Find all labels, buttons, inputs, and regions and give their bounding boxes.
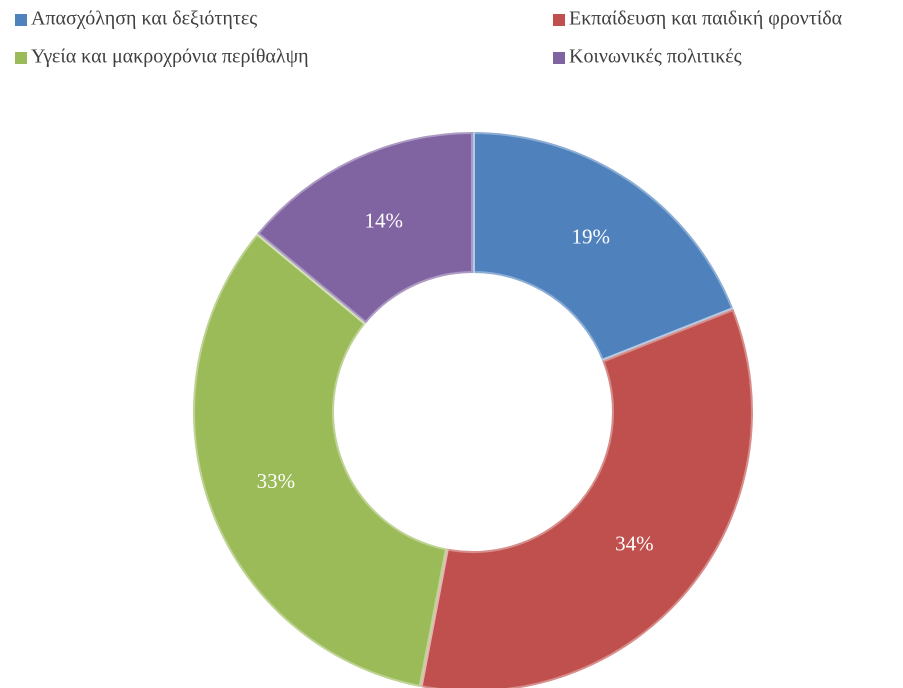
donut-segment [191, 230, 450, 688]
data-label: 14% [365, 208, 404, 232]
legend-swatch [15, 52, 27, 64]
legend-label: Κοινωνικές πολιτικές [569, 46, 742, 68]
data-label: 33% [257, 469, 296, 493]
legend-swatch [15, 14, 27, 26]
donut-segment [471, 129, 736, 364]
data-label: 34% [615, 531, 654, 555]
legend-swatch [553, 14, 565, 26]
legend-label: Απασχόληση και δεξιότητες [31, 8, 257, 30]
legend-label: Υγεία και μακροχρόνια περίθαλψη [31, 46, 309, 68]
legend-label: Εκπαίδευση και παιδική φροντίδα [569, 8, 843, 30]
donut-segment [254, 129, 475, 327]
legend-swatch [553, 52, 565, 64]
data-label: 19% [572, 225, 611, 249]
donut-segment [418, 306, 755, 688]
